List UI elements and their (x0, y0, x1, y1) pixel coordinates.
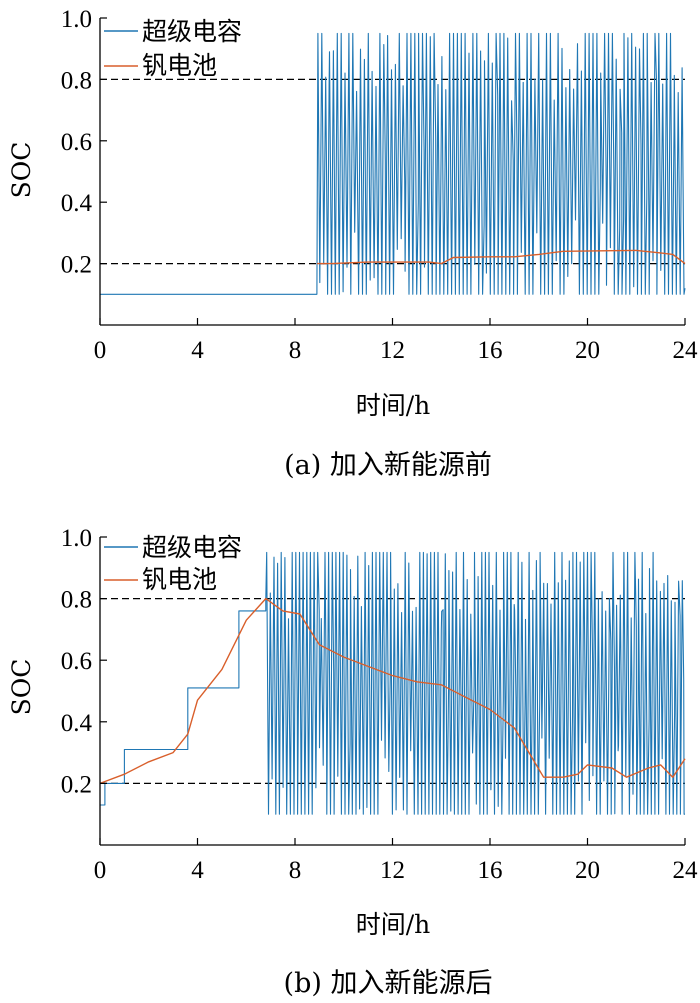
x-axis-label-a: 时间/h (356, 391, 431, 420)
chart-b: 0 4 8 12 16 20 24 0.2 0.4 0.6 0.8 1.0 时间/h SOC 超级电容… (7, 525, 698, 999)
x-tick-label-b-6: 24 (673, 857, 699, 884)
y-tick-label-a-4: 1.0 (61, 6, 92, 33)
x-tick-label-a-5: 20 (575, 337, 600, 364)
legend-label-supercap-a: 超级电容 (142, 17, 242, 46)
x-tick-label-b-4: 16 (478, 857, 503, 884)
y-tick-label-b-3: 0.8 (61, 587, 92, 614)
x-tick-label-b-3: 12 (380, 857, 405, 884)
x-tick-label-b-2: 8 (289, 857, 302, 884)
plot-area-b (99, 551, 686, 815)
series-vanadium-line-b (99, 597, 686, 785)
x-tick-label-a-0: 0 (94, 337, 107, 364)
y-tick-label-b-1: 0.4 (61, 710, 93, 737)
x-tick-label-b-1: 4 (191, 857, 204, 884)
axes-b: 0 4 8 12 16 20 24 0.2 0.4 0.6 0.8 1.0 (61, 525, 698, 884)
y-tick-label-b-4: 1.0 (61, 525, 92, 552)
series-supercap-line-b (100, 551, 685, 815)
axes-a: 0 4 8 12 16 20 24 0.2 0.4 0.6 0.8 1.0 (61, 6, 698, 364)
legend-a: 超级电容 钒电池 (104, 17, 242, 80)
y-tick-label-a-2: 0.6 (61, 129, 92, 156)
y-tick-label-a-1: 0.4 (61, 190, 93, 217)
x-tick-label-a-4: 16 (478, 337, 503, 364)
legend-label-vanadium-a: 钒电池 (142, 51, 217, 80)
y-tick-label-b-0: 0.2 (61, 771, 92, 798)
caption-a: (a) 加入新能源前 (284, 450, 492, 481)
x-axis-label-b: 时间/h (356, 910, 431, 939)
legend-label-vanadium-b: 钒电池 (142, 565, 217, 594)
y-axis-label-b: SOC (7, 659, 36, 716)
y-tick-label-a-3: 0.8 (61, 67, 92, 94)
series-supercap-line-a (100, 32, 686, 295)
y-tick-label-a-0: 0.2 (61, 252, 92, 279)
x-tick-label-a-3: 12 (380, 337, 405, 364)
x-tick-label-a-6: 24 (673, 337, 699, 364)
y-axis-label-a: SOC (7, 142, 36, 199)
x-tick-label-b-0: 0 (94, 857, 107, 884)
y-tick-label-b-2: 0.6 (61, 648, 92, 675)
legend-b: 超级电容 钒电池 (104, 533, 242, 594)
plot-area-a (100, 32, 686, 295)
series-vanadium-line-a (316, 249, 686, 265)
x-tick-label-b-5: 20 (575, 857, 600, 884)
caption-b: (b) 加入新能源后 (284, 968, 493, 999)
legend-label-supercap-b: 超级电容 (142, 533, 242, 562)
x-tick-label-a-2: 8 (289, 337, 302, 364)
x-tick-label-a-1: 4 (191, 337, 204, 364)
chart-a: 0 4 8 12 16 20 24 0.2 0.4 0.6 0.8 1.0 时间/h SOC 超级电容… (7, 6, 698, 481)
